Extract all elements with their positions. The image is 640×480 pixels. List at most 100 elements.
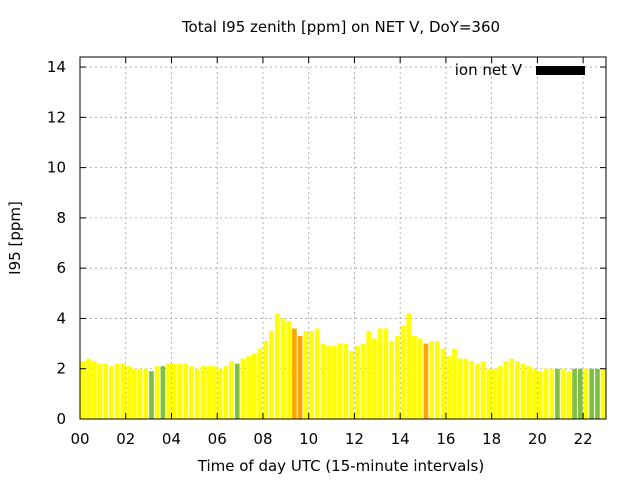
x-axis: 00 02 04 06 08 10 12 14 16 18 20 22 bbox=[70, 57, 593, 448]
bar bbox=[394, 336, 400, 419]
bar bbox=[269, 331, 274, 419]
bar bbox=[503, 361, 509, 419]
bar bbox=[97, 363, 103, 419]
bar bbox=[463, 358, 469, 419]
bar bbox=[200, 366, 206, 419]
bar bbox=[137, 368, 143, 419]
y-tick-label: 14 bbox=[47, 58, 66, 76]
x-tick-label: 06 bbox=[208, 430, 227, 448]
legend: ion net V bbox=[455, 61, 585, 79]
bar bbox=[234, 363, 240, 419]
y-tick-label: 10 bbox=[47, 159, 66, 177]
bar bbox=[543, 368, 549, 419]
bar bbox=[509, 358, 515, 419]
bar bbox=[131, 368, 137, 419]
bar bbox=[86, 358, 91, 419]
x-tick-label: 10 bbox=[299, 430, 318, 448]
bar bbox=[206, 366, 211, 419]
bar bbox=[383, 328, 389, 419]
bar bbox=[389, 341, 394, 419]
bar bbox=[257, 348, 263, 419]
x-tick-label: 18 bbox=[482, 430, 501, 448]
bar bbox=[343, 343, 349, 419]
bar bbox=[217, 368, 223, 419]
x-tick-label: 22 bbox=[574, 430, 593, 448]
legend-label: ion net V bbox=[455, 61, 523, 79]
bar bbox=[377, 328, 383, 419]
bar bbox=[292, 328, 297, 419]
bar bbox=[354, 346, 360, 419]
bar bbox=[429, 341, 434, 419]
bar bbox=[252, 353, 257, 419]
bar bbox=[314, 328, 320, 419]
bar bbox=[246, 356, 252, 419]
bar bbox=[149, 371, 154, 419]
bar bbox=[274, 313, 280, 419]
bar bbox=[171, 363, 177, 419]
y-tick-label: 12 bbox=[47, 108, 66, 126]
bar bbox=[114, 363, 120, 419]
bar bbox=[126, 366, 131, 419]
bar bbox=[229, 361, 234, 419]
bar bbox=[480, 361, 486, 419]
bar bbox=[452, 348, 457, 419]
bar bbox=[303, 331, 309, 419]
bar bbox=[360, 343, 366, 419]
bar bbox=[183, 363, 189, 419]
bar bbox=[457, 358, 463, 419]
y-axis: 0 2 4 6 8 10 12 14 bbox=[47, 58, 606, 428]
x-tick-label: 08 bbox=[253, 430, 272, 448]
bar bbox=[492, 368, 497, 419]
bar bbox=[309, 331, 314, 419]
bar bbox=[240, 358, 246, 419]
bar bbox=[589, 368, 595, 419]
bar bbox=[595, 368, 600, 419]
bar bbox=[223, 366, 229, 419]
bar bbox=[497, 366, 503, 419]
x-tick-label: 14 bbox=[391, 430, 410, 448]
bar bbox=[154, 366, 160, 419]
y-tick-label: 0 bbox=[56, 410, 66, 428]
bar bbox=[263, 341, 269, 419]
bar bbox=[412, 336, 417, 419]
bar bbox=[366, 331, 372, 419]
bar bbox=[434, 341, 440, 419]
bar bbox=[143, 368, 149, 419]
y-axis-label: I95 [ppm] bbox=[6, 201, 24, 275]
bar bbox=[400, 325, 406, 419]
bar bbox=[555, 368, 560, 419]
bar bbox=[515, 361, 520, 419]
x-tick-label: 12 bbox=[345, 430, 364, 448]
legend-swatch bbox=[536, 66, 585, 75]
y-tick-label: 6 bbox=[56, 259, 66, 277]
bar bbox=[332, 346, 337, 419]
bar bbox=[583, 368, 589, 419]
bar bbox=[280, 318, 286, 419]
bar bbox=[475, 363, 480, 419]
x-tick-label: 20 bbox=[528, 430, 547, 448]
bar bbox=[600, 368, 606, 419]
bar bbox=[320, 343, 326, 419]
plot-frame bbox=[79, 56, 607, 420]
x-tick-label: 00 bbox=[70, 430, 89, 448]
bar bbox=[80, 361, 86, 419]
bar bbox=[532, 368, 537, 419]
bar bbox=[166, 363, 171, 419]
bar bbox=[372, 338, 377, 419]
bar bbox=[520, 363, 526, 419]
bar bbox=[297, 336, 303, 419]
bar bbox=[486, 368, 492, 419]
y-tick-label: 4 bbox=[56, 309, 66, 327]
bar bbox=[286, 320, 292, 419]
bar bbox=[537, 371, 543, 419]
x-axis-label: Time of day UTC (15-minute intervals) bbox=[197, 457, 484, 475]
chart-title: Total I95 zenith [ppm] on NET V, DoY=360 bbox=[181, 18, 500, 36]
x-tick-label: 02 bbox=[116, 430, 135, 448]
bar bbox=[423, 343, 429, 419]
grid bbox=[80, 57, 606, 419]
bar bbox=[212, 366, 217, 419]
bar bbox=[417, 338, 423, 419]
bars bbox=[80, 313, 606, 419]
bar bbox=[349, 351, 354, 419]
